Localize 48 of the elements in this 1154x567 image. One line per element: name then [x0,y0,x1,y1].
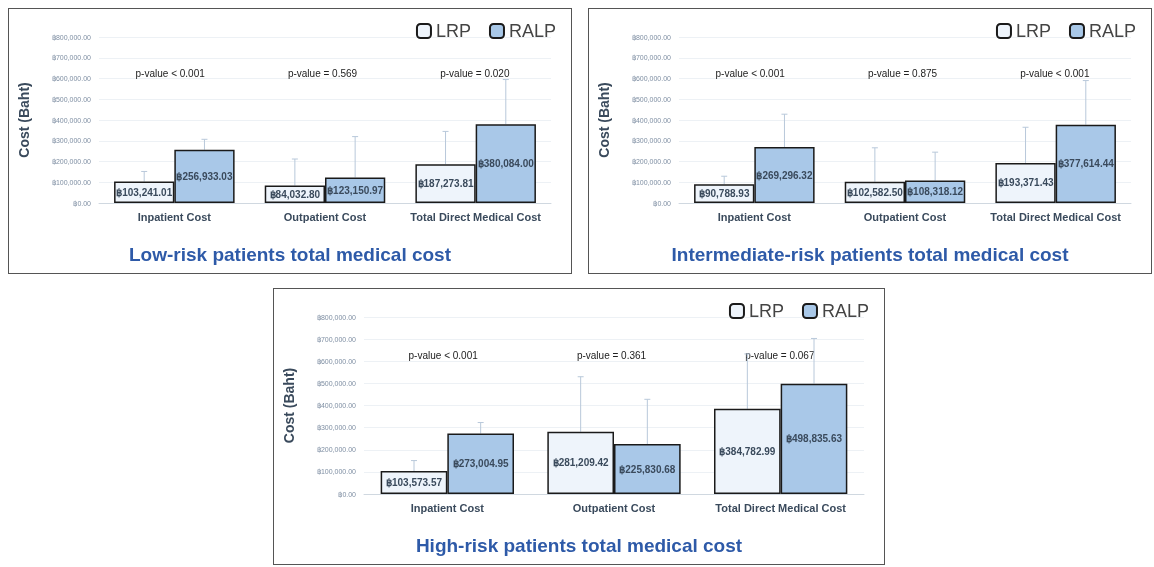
legend-label: LRP [1015,21,1051,41]
data-label: ฿123,150.97 [327,184,384,196]
x-tick-label: Outpatient Cost [863,210,947,223]
data-label: ฿103,241.01 [116,186,173,198]
data-label: ฿380,084.00 [477,158,535,170]
data-label: ฿108,318.12 [907,186,964,198]
legend-label: RALP [508,21,557,41]
x-tick-label: Total Direct Medical Cost [990,210,1122,223]
y-axis-title: Cost (Baht) [16,82,32,158]
data-label: ฿102,582.50 [846,186,904,198]
annotation: p-value < 0.001 [715,68,786,80]
x-tick-label: Outpatient Cost [283,210,367,223]
data-label: ฿269,296.32 [756,169,813,181]
x-tick-label: Outpatient Cost [572,501,656,514]
annotation: p-value = 0.067 [745,350,815,362]
annotation: p-value = 0.020 [440,68,510,80]
data-label: ฿225,830.68 [619,463,676,475]
text: Low-risk patients total medical cost [128,244,452,265]
data-label: ฿256,933.03 [176,170,233,182]
data-label: ฿90,788.93 [698,188,750,200]
x-tick-label: Total Direct Medical Cost [410,210,542,223]
data-label: ฿498,835.63 [785,433,843,445]
annotation: p-value < 0.001 [408,350,479,362]
data-label: ฿193,371.43 [997,177,1054,189]
annotation: p-value < 0.001 [135,68,206,80]
annotation: p-value = 0.361 [576,350,647,362]
data-label: ฿187,273.81 [417,178,474,190]
data-label: ฿103,573.57 [385,477,443,489]
data-label: ฿84,032.80 [269,188,321,200]
y-axis-title: Cost (Baht) [281,367,297,444]
x-tick-label: Inpatient Cost [717,210,792,223]
text: Intermediate-risk patients total medical cost [671,244,1070,265]
legend-label: RALP [821,301,870,321]
x-tick-label: Inpatient Cost [410,501,485,514]
text: High-risk patients total medical cost [415,535,743,556]
x-tick-label: Inpatient Cost [137,210,212,223]
data-label: ฿377,614.44 [1057,158,1115,170]
y-axis-title: Cost (Baht) [596,82,612,158]
legend-label: LRP [435,21,471,41]
data-label: ฿384,782.99 [719,445,776,457]
data-label: ฿273,004.95 [452,458,510,470]
legend-label: RALP [1088,21,1137,41]
x-tick-label: Total Direct Medical Cost [715,501,847,514]
legend-label: LRP [748,301,784,321]
data-label: ฿281,209.42 [552,457,610,469]
annotation: p-value = 0.875 [867,68,938,80]
annotation: p-value = 0.569 [287,68,358,80]
annotation: p-value < 0.001 [1020,68,1090,80]
